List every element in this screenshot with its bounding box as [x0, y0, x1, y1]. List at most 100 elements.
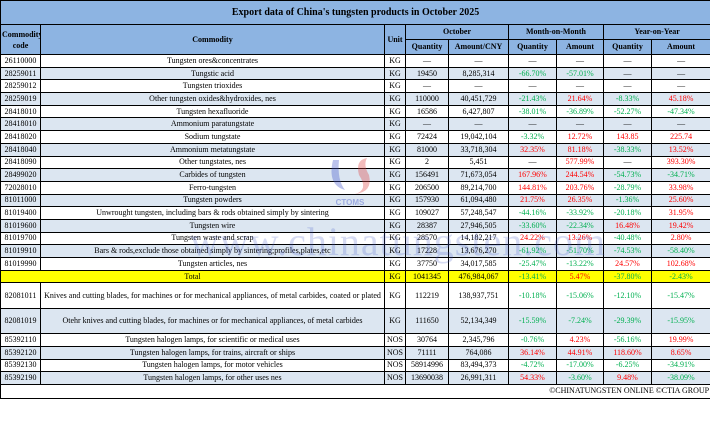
table-row: 85392130 Tungsten halogen lamps, for moto… [0, 358, 710, 373]
yoy-qty-cell: -37.80% [603, 269, 652, 284]
commodity-name: Unwrought tungsten, including bars & rod… [40, 206, 385, 220]
yoy-qty-cell: -40.48% [603, 231, 652, 246]
unit: KG [384, 282, 406, 309]
yoy-qty-cell: — [603, 117, 652, 132]
mom-amt-cell: 4.23% [556, 333, 604, 347]
unit: KG [384, 180, 406, 195]
table-row: 81011000 Tungsten powders KG 157930 61,094,4… [0, 193, 710, 208]
amount-cell: 26,991,311 [448, 371, 509, 385]
yoy-amt-cell: — [650, 79, 710, 94]
amount-cell: 764,086 [448, 345, 509, 360]
yoy-qty-cell: -74.53% [603, 244, 652, 258]
mom-qty-cell: — [508, 155, 557, 170]
unit: KG [384, 92, 406, 106]
yoy-qty-cell: — [603, 79, 652, 94]
commodity-name: Tungsten ores&concentrates [40, 54, 385, 68]
mom-amt-cell: — [556, 79, 604, 94]
commodity-name: Other tungstates, nes [40, 155, 385, 170]
commodity-code: 28418010 [0, 104, 41, 119]
table-row: 82081019 Otehr knives and cutting blades,… [0, 307, 710, 335]
mom-amt-cell: -33.92% [556, 206, 604, 220]
amount-cell: — [448, 79, 509, 94]
qty-cell: 81000 [405, 142, 449, 157]
yoy-qty-cell: -20.18% [603, 206, 652, 220]
table-row: 28418010 Ammonium paratungstate KG — — — — — — [0, 117, 710, 132]
header-october: October [405, 24, 509, 40]
mom-amt-cell: -51.70% [556, 244, 604, 258]
unit: KG [384, 307, 406, 335]
header-code: Commodity code [0, 24, 41, 55]
amount-cell: 14,182,217 [448, 231, 509, 246]
commodity-name: Ammonium metatungstate [40, 142, 385, 157]
mom-qty-cell: -10.18% [508, 282, 557, 309]
table-row: 81019910 Bars & rods,exclude those obtain… [0, 244, 710, 258]
amount-cell: 19,042,104 [448, 130, 509, 144]
yoy-amt-cell: 13.52% [650, 142, 710, 157]
total-label: Total [0, 269, 385, 284]
qty-cell: 156491 [405, 168, 449, 182]
yoy-amt-cell: -15.47% [650, 282, 710, 309]
qty-cell: 28570 [405, 231, 449, 246]
header-oct-quantity: Quantity [405, 39, 449, 55]
mom-qty-cell: -66.70% [508, 66, 557, 81]
header-yoy: Year-on-Year [602, 24, 710, 40]
yoy-amt-cell: — [650, 66, 710, 81]
yoy-amt-cell: -38.09% [650, 371, 710, 385]
mom-qty-cell: -4.72% [508, 358, 557, 373]
table-row: 85392110 Tungsten halogen lamps, for scie… [0, 333, 710, 347]
amount-cell: 5,451 [448, 155, 509, 170]
mom-amt-cell: -13.22% [556, 257, 604, 271]
copyright-footer: ©CHINATUNGSTEN ONLINE ©CTIA GROUP [0, 383, 710, 399]
commodity-name: Tungsten waste and scrap [40, 231, 385, 246]
qty-cell: 109027 [405, 206, 449, 220]
commodity-name: Tungsten halogen lamps, for scientific o… [40, 333, 385, 347]
qty-cell: 13690038 [405, 371, 449, 385]
mom-qty-cell: -13.41% [508, 269, 557, 284]
commodity-code: 85392120 [0, 345, 41, 360]
mom-qty-cell: -3.32% [508, 130, 557, 144]
qty-cell: 112219 [405, 282, 449, 309]
qty-cell: 16586 [405, 104, 449, 119]
yoy-qty-cell: -8.33% [603, 92, 652, 106]
header-commodity: Commodity [40, 24, 385, 55]
mom-amt-cell: -7.24% [556, 307, 604, 335]
commodity-name: Tungsten wire [40, 218, 385, 233]
mom-amt-cell: -3.60% [556, 371, 604, 385]
amount-cell: 52,134,349 [448, 307, 509, 335]
qty-cell: — [405, 54, 449, 68]
table-row: 82081011 Knives and cutting blades, for m… [0, 282, 710, 309]
commodity-name: Tungsten trioxides [40, 79, 385, 94]
header-unit: Unit [384, 24, 406, 55]
yoy-amt-cell: 19.42% [650, 218, 710, 233]
unit: KG [384, 218, 406, 233]
unit: KG [384, 142, 406, 157]
yoy-qty-cell: 118.60% [603, 345, 652, 360]
unit: KG [384, 168, 406, 182]
commodity-code: 81019400 [0, 206, 41, 220]
yoy-qty-cell: 24.57% [603, 257, 652, 271]
yoy-qty-cell: — [603, 66, 652, 81]
qty-cell: 110000 [405, 92, 449, 106]
qty-cell: 1041345 [405, 269, 449, 284]
commodity-code: 28418020 [0, 130, 41, 144]
yoy-qty-cell: 16.48% [603, 218, 652, 233]
mom-qty-cell: 167.96% [508, 168, 557, 182]
mom-qty-cell: 54.33% [508, 371, 557, 385]
yoy-qty-cell: -28.79% [603, 180, 652, 195]
yoy-amt-cell: 25.60% [650, 193, 710, 208]
table-row: 28499020 Carbides of tungsten KG 156491 71,6… [0, 168, 710, 182]
qty-cell: 111650 [405, 307, 449, 335]
table-row: 81019700 Tungsten waste and scrap KG 28570 1… [0, 231, 710, 246]
qty-cell: 30764 [405, 333, 449, 347]
yoy-amt-cell: — [650, 54, 710, 68]
unit: KG [384, 193, 406, 208]
commodity-code: 28418090 [0, 155, 41, 170]
mom-amt-cell: 81.18% [556, 142, 604, 157]
commodity-name: Tungsten hexafluoride [40, 104, 385, 119]
qty-cell: — [405, 79, 449, 94]
qty-cell: 2 [405, 155, 449, 170]
commodity-name: Tungsten powders [40, 193, 385, 208]
yoy-amt-cell: 19.99% [650, 333, 710, 347]
total-row: Total KG 1041345 476,984,067 -13.41% 5.47% -37… [0, 269, 710, 284]
yoy-qty-cell: 143.85 [603, 130, 652, 144]
